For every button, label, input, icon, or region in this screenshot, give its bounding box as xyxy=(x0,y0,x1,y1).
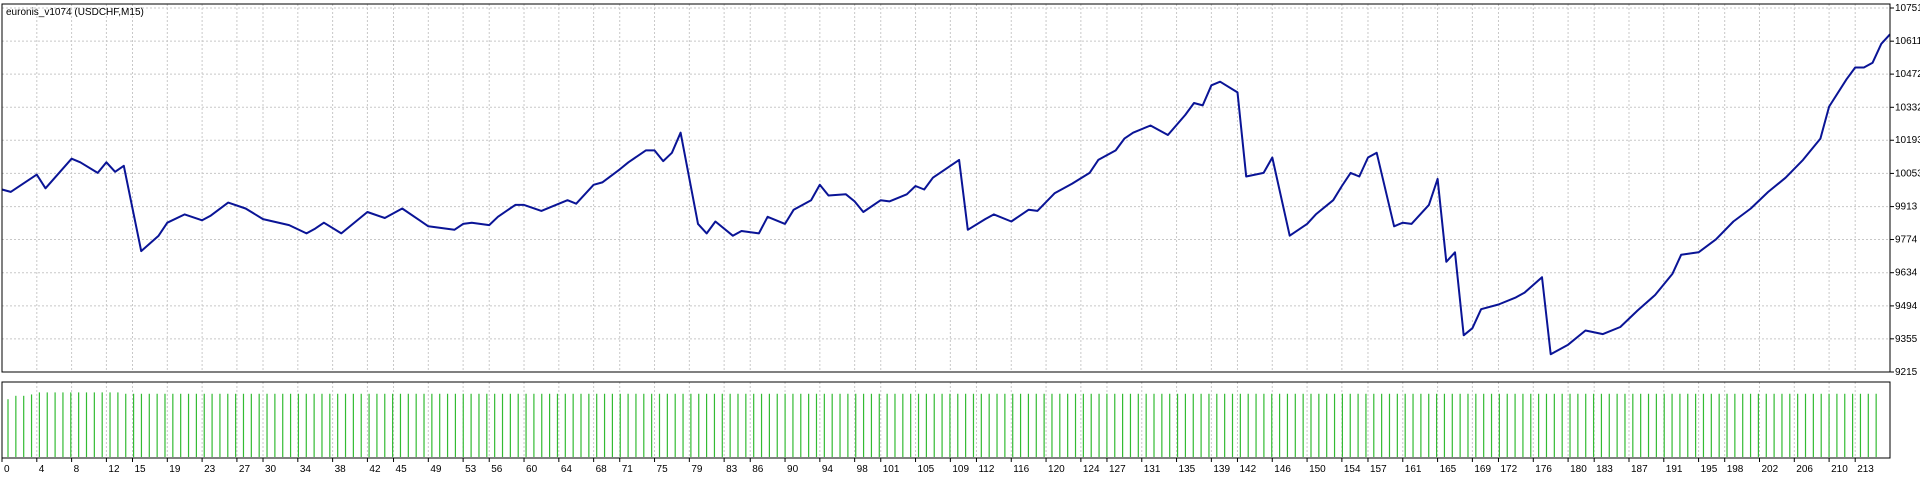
y-tick-label: 9774 xyxy=(1895,235,1918,246)
x-tick-label: 30 xyxy=(265,464,277,475)
x-tick-label: 157 xyxy=(1370,464,1387,475)
x-tick-label: 23 xyxy=(204,464,216,475)
x-tick-label: 142 xyxy=(1239,464,1256,475)
y-tick-label: 9215 xyxy=(1895,367,1918,378)
volume-panel-frame xyxy=(1,381,1891,459)
x-tick-label: 8 xyxy=(74,464,80,475)
x-tick-label: 116 xyxy=(1013,464,1029,475)
y-tick-label: 10611 xyxy=(1895,36,1920,47)
x-tick-label: 183 xyxy=(1596,464,1613,475)
x-tick-label: 64 xyxy=(561,464,573,475)
x-tick-label: 131 xyxy=(1144,464,1161,475)
x-tick-label: 68 xyxy=(596,464,608,475)
x-tick-label: 154 xyxy=(1344,464,1361,475)
x-tick-label: 112 xyxy=(978,464,994,475)
x-tick-label: 213 xyxy=(1857,464,1874,475)
y-tick-label: 9494 xyxy=(1895,301,1918,312)
x-tick-label: 34 xyxy=(300,464,312,475)
x-tick-label: 124 xyxy=(1083,464,1100,475)
x-tick-label: 4 xyxy=(39,464,45,475)
y-tick-label: 10472 xyxy=(1895,69,1920,80)
x-tick-label: 191 xyxy=(1666,464,1683,475)
x-tick-label: 86 xyxy=(752,464,764,475)
x-tick-label: 127 xyxy=(1109,464,1126,475)
x-tick-label: 53 xyxy=(465,464,477,475)
x-tick-label: 202 xyxy=(1761,464,1778,475)
x-tick-label: 180 xyxy=(1570,464,1587,475)
x-tick-label: 60 xyxy=(526,464,538,475)
x-tick-label: 71 xyxy=(622,464,634,475)
y-tick-label: 10193 xyxy=(1895,135,1920,146)
x-tick-label: 42 xyxy=(369,464,381,475)
time-axis: 0 4 8 12 15 19 23 27 30 34 38 42 45 49 53 56 60 64 68 71 75 7… xyxy=(1,458,1874,475)
x-tick-label: 135 xyxy=(1179,464,1196,475)
x-tick-label: 210 xyxy=(1831,464,1848,475)
x-tick-label: 206 xyxy=(1796,464,1813,475)
x-tick-label: 49 xyxy=(430,464,442,475)
x-tick-label: 120 xyxy=(1048,464,1065,475)
y-tick-label: 9634 xyxy=(1895,268,1918,279)
x-tick-label: 83 xyxy=(726,464,738,475)
x-tick-label: 38 xyxy=(335,464,347,475)
balance-panel-frame xyxy=(1,3,1891,373)
x-tick-label: 169 xyxy=(1474,464,1491,475)
x-tick-label: 187 xyxy=(1631,464,1648,475)
volume-bars xyxy=(7,392,1877,457)
x-tick-label: 75 xyxy=(657,464,669,475)
x-tick-label: 101 xyxy=(883,464,900,475)
x-tick-label: 165 xyxy=(1440,464,1457,475)
balance-line xyxy=(1,33,1891,356)
volume-panel: 0 4 8 12 15 19 23 27 30 34 38 42 45 49 53 56 60 64 68 71 75 7… xyxy=(1,381,1891,475)
x-tick-label: 109 xyxy=(952,464,969,475)
x-tick-label: 79 xyxy=(691,464,703,475)
x-tick-label: 45 xyxy=(396,464,408,475)
x-tick-label: 172 xyxy=(1500,464,1517,475)
x-tick-label: 139 xyxy=(1213,464,1230,475)
y-tick-label: 10332 xyxy=(1895,102,1920,113)
x-tick-label: 15 xyxy=(135,464,147,475)
x-tick-label: 94 xyxy=(822,464,834,475)
x-tick-label: 150 xyxy=(1309,464,1326,475)
x-tick-label: 195 xyxy=(1701,464,1718,475)
x-tick-label: 161 xyxy=(1405,464,1422,475)
x-tick-label: 12 xyxy=(108,464,120,475)
x-tick-label: 0 xyxy=(4,464,10,475)
chart-title: euronis_v1074 (USDCHF,M15) xyxy=(6,7,144,18)
x-tick-label: 19 xyxy=(169,464,181,475)
x-tick-label: 56 xyxy=(491,464,503,475)
x-tick-label: 98 xyxy=(857,464,869,475)
x-tick-label: 105 xyxy=(918,464,935,475)
x-tick-label: 27 xyxy=(239,464,251,475)
y-tick-label: 9355 xyxy=(1895,334,1918,345)
y-tick-label: 9913 xyxy=(1895,202,1918,213)
x-tick-label: 198 xyxy=(1727,464,1744,475)
y-tick-label: 10053 xyxy=(1895,168,1920,179)
x-tick-label: 146 xyxy=(1274,464,1291,475)
x-tick-label: 90 xyxy=(787,464,799,475)
x-tick-label: 176 xyxy=(1535,464,1552,475)
